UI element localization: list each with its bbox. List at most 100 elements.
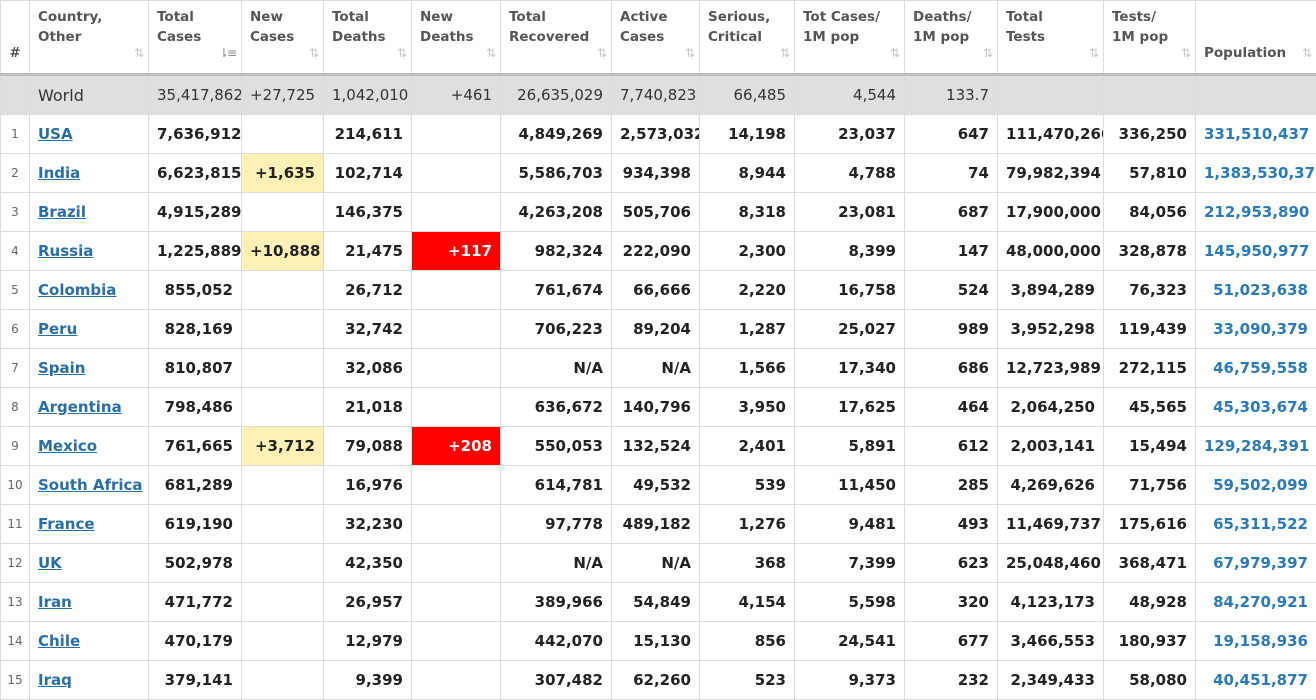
total-deaths-cell: 214,611 [324,115,412,154]
country-link[interactable]: Spain [38,359,85,377]
total-deaths-cell: 9,399 [324,661,412,700]
tests-per-1m-cell: 175,616 [1104,505,1196,544]
active-cases-cell: 7,740,823 [612,75,700,115]
new-deaths-cell: +208 [412,427,501,466]
sort-icon[interactable]: ⇅ [309,43,317,63]
deaths-per-1m-cell: 612 [905,427,998,466]
population-cell: 59,502,099 [1196,466,1316,505]
header-new-deaths-line2: Deaths [420,29,474,45]
country-link[interactable]: France [38,515,95,533]
total-deaths-cell: 42,350 [324,544,412,583]
new-cases-cell [242,505,324,544]
rank-cell: 15 [1,661,30,700]
sort-icon[interactable]: ⇅ [134,43,142,63]
country-link[interactable]: Brazil [38,203,86,221]
column-header-total-tests[interactable]: Total Tests ⇅ [998,1,1104,75]
rank-cell: 10 [1,466,30,505]
country-cell: USA [30,115,149,154]
total-tests-cell: 4,269,626 [998,466,1104,505]
tests-per-1m-cell: 45,565 [1104,388,1196,427]
sort-icon[interactable]: ⇅ [685,43,693,63]
column-header-total-cases[interactable]: Total Cases ⇂≡ [149,1,242,75]
total-recovered-cell: 5,586,703 [501,154,612,193]
column-header-tot-cases-per-1m[interactable]: Tot Cases/ 1M pop ⇅ [795,1,905,75]
tests-per-1m-cell: 57,810 [1104,154,1196,193]
tot-cases-per-1m-cell: 16,758 [795,271,905,310]
column-header-total-recovered[interactable]: Total Recovered ⇅ [501,1,612,75]
column-header-active-cases[interactable]: Active Cases ⇅ [612,1,700,75]
header-deaths-per-1m-line1: Deaths/ [913,9,972,25]
country-link[interactable]: Colombia [38,281,116,299]
header-serious-critical-line2: Critical [708,29,762,45]
country-cell: Mexico [30,427,149,466]
country-link[interactable]: UK [38,554,62,572]
total-tests-cell [998,75,1104,115]
sort-icon[interactable]: ⇅ [890,43,898,63]
sort-icon[interactable]: ⇅ [1089,43,1097,63]
new-deaths-cell [412,583,501,622]
country-link[interactable]: Mexico [38,437,97,455]
population-cell: 129,284,391 [1196,427,1316,466]
deaths-per-1m-cell: 464 [905,388,998,427]
country-link[interactable]: India [38,164,80,182]
total-deaths-cell: 32,230 [324,505,412,544]
total-recovered-cell: 761,674 [501,271,612,310]
country-cell: France [30,505,149,544]
country-link[interactable]: South Africa [38,476,143,494]
country-cell: Iraq [30,661,149,700]
country-link[interactable]: Chile [38,632,80,650]
sort-icon[interactable]: ⇅ [1181,43,1189,63]
column-header-tests-per-1m[interactable]: Tests/ 1M pop ⇅ [1104,1,1196,75]
tests-per-1m-cell: 15,494 [1104,427,1196,466]
deaths-per-1m-cell: 623 [905,544,998,583]
tot-cases-per-1m-cell: 4,544 [795,75,905,115]
deaths-per-1m-cell: 74 [905,154,998,193]
column-header-population[interactable]: Population ⇅ [1196,1,1316,75]
column-header-new-deaths[interactable]: New Deaths ⇅ [412,1,501,75]
country-link[interactable]: Iran [38,593,72,611]
deaths-per-1m-cell: 493 [905,505,998,544]
tests-per-1m-cell: 368,471 [1104,544,1196,583]
tests-per-1m-cell: 84,056 [1104,193,1196,232]
column-header-serious-critical[interactable]: Serious, Critical ⇅ [700,1,795,75]
country-link[interactable]: Russia [38,242,93,260]
sort-icon[interactable]: ⇅ [780,43,788,63]
sort-icon[interactable]: ⇅ [597,43,605,63]
population-cell: 1,383,530,375 [1196,154,1316,193]
new-deaths-cell [412,154,501,193]
country-link[interactable]: Iraq [38,671,72,689]
population-cell: 67,979,397 [1196,544,1316,583]
country-link[interactable]: Argentina [38,398,122,416]
tot-cases-per-1m-cell: 23,037 [795,115,905,154]
sort-icon[interactable]: ⇅ [397,43,405,63]
sort-icon[interactable]: ⇅ [486,43,494,63]
new-deaths-cell [412,661,501,700]
new-deaths-cell [412,466,501,505]
header-total-tests-line2: Tests [1006,29,1045,45]
rank-cell: 9 [1,427,30,466]
total-recovered-cell: 97,778 [501,505,612,544]
sort-icon[interactable]: ⇅ [983,43,991,63]
column-header-total-deaths[interactable]: Total Deaths ⇅ [324,1,412,75]
new-deaths-cell [412,115,501,154]
active-cases-cell: 54,849 [612,583,700,622]
country-link[interactable]: Peru [38,320,77,338]
column-header-deaths-per-1m[interactable]: Deaths/ 1M pop ⇅ [905,1,998,75]
sort-desc-icon[interactable]: ⇂≡ [219,43,235,63]
column-header-new-cases[interactable]: New Cases ⇅ [242,1,324,75]
sort-icon[interactable]: ⇅ [1302,43,1310,63]
tot-cases-per-1m-cell: 24,541 [795,622,905,661]
column-header-country[interactable]: Country, Other ⇅ [30,1,149,75]
total-cases-cell: 502,978 [149,544,242,583]
new-cases-cell [242,349,324,388]
tot-cases-per-1m-cell: 8,399 [795,232,905,271]
total-recovered-cell: 307,482 [501,661,612,700]
total-cases-cell: 470,179 [149,622,242,661]
header-new-cases-line1: New [250,9,283,25]
country-link[interactable]: USA [38,125,73,143]
country-cell: Argentina [30,388,149,427]
total-cases-cell: 828,169 [149,310,242,349]
